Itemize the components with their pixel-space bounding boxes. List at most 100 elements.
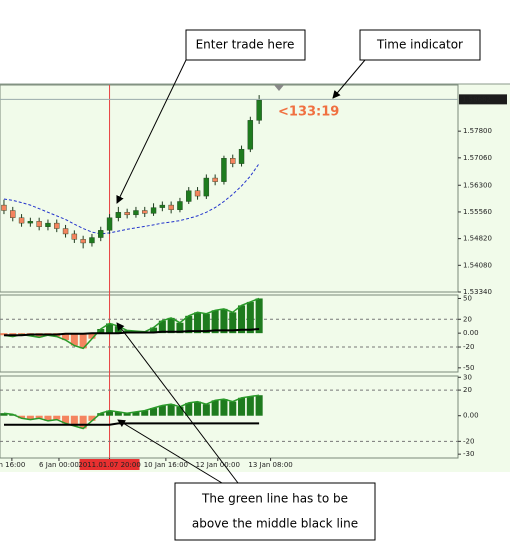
y-tick-label: 1.55560 [463, 208, 492, 216]
histogram-bar [229, 312, 237, 334]
histogram-bar [88, 333, 96, 339]
candle-body [18, 217, 25, 224]
x-tick-label: 12 Jan 00:00 [196, 461, 240, 469]
x-tick-label: 10 Jan 16:00 [144, 461, 188, 469]
signal-line [4, 422, 260, 426]
x-tick-label: 13 Jan 08:00 [248, 461, 292, 469]
histogram-bar [211, 310, 219, 334]
candle-body [124, 212, 130, 216]
histogram-bar [176, 322, 184, 334]
candle-body [71, 233, 78, 240]
candle-body [212, 177, 218, 182]
main-panel [0, 84, 459, 293]
candle-body [45, 222, 51, 227]
candle-body [1, 204, 7, 211]
candle-body [133, 210, 139, 216]
histogram-bar [106, 323, 114, 334]
y-tick-label: 0.00 [463, 329, 479, 337]
y-tick-label: -20 [463, 437, 474, 445]
histogram-bar [150, 327, 158, 334]
candle-body [159, 204, 166, 208]
histogram-bar [70, 333, 78, 346]
candle-body [62, 228, 69, 235]
histogram-bar [238, 305, 246, 334]
y-tick-label: 1.54080 [463, 261, 492, 269]
histogram-bar [123, 413, 131, 416]
arrow [116, 59, 187, 204]
histogram-bar [246, 396, 254, 416]
histogram-bar [176, 406, 184, 416]
histogram-bar [26, 415, 34, 420]
y-tick-label: 1.54820 [463, 235, 492, 243]
current-price-box [459, 94, 507, 105]
y-tick-label: -30 [463, 450, 474, 458]
callout-text: The green line has to be [201, 492, 348, 506]
histogram-bar [255, 395, 263, 416]
histogram-bar [132, 411, 140, 416]
signal-line [4, 328, 260, 337]
candle-body [10, 210, 16, 218]
indicator-line [3, 394, 260, 430]
shift-marker [274, 85, 284, 91]
histogram-bar [97, 328, 105, 334]
histogram-bar [53, 415, 61, 420]
candle-body [256, 99, 262, 121]
histogram-bar [18, 415, 26, 419]
y-tick-label: 20 [463, 315, 472, 323]
callout-text: above the middle black line [192, 517, 358, 531]
histogram-bar [62, 333, 70, 341]
candle-body [80, 239, 86, 244]
candle-body [194, 190, 201, 197]
timer: <133:19 [278, 105, 339, 120]
histogram-bar [97, 413, 105, 416]
candle-body [36, 221, 42, 227]
y-tick-label: 30 [463, 373, 472, 381]
candle-body [27, 221, 34, 224]
x-tick-label: 6 Jan 00:00 [39, 461, 79, 469]
x-tick-label: n 16:00 [0, 461, 25, 469]
histogram-bar [35, 415, 43, 419]
histogram-bar [167, 317, 175, 334]
histogram-bar [106, 410, 114, 416]
candle-body [203, 177, 210, 197]
candle-body [230, 158, 236, 164]
arrow [116, 322, 239, 484]
candle-body [238, 148, 245, 164]
candle-body [54, 222, 60, 229]
histogram-bar [0, 333, 8, 336]
arrow [332, 59, 366, 99]
histogram-bar [79, 333, 87, 349]
chart-window [0, 84, 510, 472]
histogram-bar [194, 401, 202, 416]
histogram-bar [220, 399, 228, 416]
histogram-bar [114, 411, 122, 416]
y-tick-label: 1.57800 [463, 127, 492, 135]
histogram-bar [79, 415, 87, 429]
arrow [117, 419, 223, 484]
histogram-bar [185, 315, 193, 334]
candle-body [168, 204, 174, 210]
candle-body [89, 237, 95, 244]
x-marker-box [79, 459, 140, 470]
y-tick-label: 1.53340 [463, 288, 492, 296]
histogram-bar [150, 408, 158, 416]
candle-body [186, 190, 192, 202]
histogram-bar [62, 415, 70, 424]
callout-text: Enter trade here [196, 38, 295, 52]
candle-body [106, 217, 113, 231]
histogram-bar [158, 405, 166, 416]
histogram-bar [0, 413, 8, 416]
y-tick-label: 1.57060 [463, 154, 492, 162]
indicator-line [3, 297, 260, 350]
y-tick-label: 0.00 [463, 412, 479, 420]
histogram-bar [255, 298, 263, 334]
candle-body [177, 201, 183, 210]
histogram-bar [88, 415, 96, 421]
callout-box [359, 29, 481, 61]
plot: 1.57800 1.57060 1.56300 1.55560 1.54820 1.540… [0, 85, 507, 470]
histogram-bar [194, 312, 202, 334]
histogram-bar [158, 320, 166, 334]
histogram-bar [167, 404, 175, 416]
histogram-bar [238, 397, 246, 416]
